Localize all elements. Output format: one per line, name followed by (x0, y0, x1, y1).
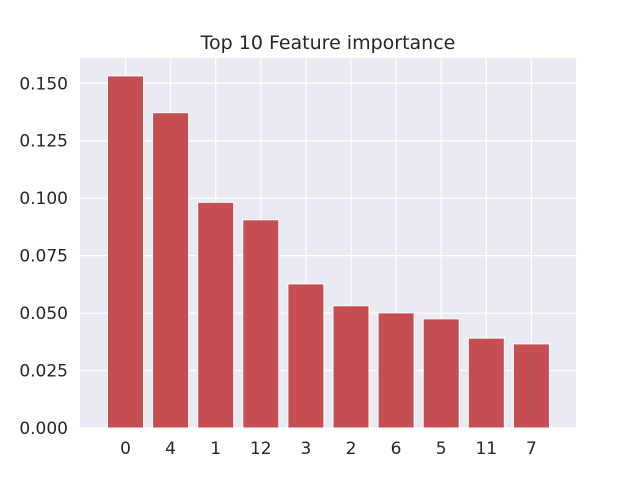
x-tick-label: 0 (120, 439, 131, 459)
x-tick-labels: 0 4 1 12 3 2 6 5 11 7 (120, 439, 537, 459)
x-tick-label: 12 (250, 439, 272, 459)
x-tick-label: 11 (475, 439, 497, 459)
y-tick-label: 0.000 (19, 419, 68, 439)
x-tick-label: 7 (526, 439, 537, 459)
bar-feature-2 (332, 305, 370, 429)
y-tick-label: 0.125 (19, 132, 68, 152)
x-tick-label: 2 (346, 439, 357, 459)
bar-feature-11 (467, 337, 505, 429)
bar-feature-3 (287, 283, 325, 429)
x-tick-label: 3 (300, 439, 311, 459)
bar-feature-1 (197, 201, 235, 429)
y-tick-label: 0.050 (19, 304, 68, 324)
bar-feature-5 (422, 318, 460, 429)
bar-feature-4 (152, 112, 190, 429)
y-tick-labels: 0.000 0.025 0.050 0.075 0.100 0.125 0.150 (19, 74, 68, 439)
x-tick-label: 4 (165, 439, 176, 459)
x-tick-label: 5 (436, 439, 447, 459)
bars (107, 75, 550, 429)
chart-title: Top 10 Feature importance (200, 32, 456, 54)
x-tick-label: 1 (210, 439, 221, 459)
y-tick-label: 0.025 (19, 362, 68, 382)
bar-feature-12 (242, 219, 280, 429)
y-tick-label: 0.150 (19, 74, 68, 94)
y-tick-label: 0.100 (19, 189, 68, 209)
bar-feature-7 (512, 343, 550, 429)
bar-feature-6 (377, 312, 415, 429)
x-tick-label: 6 (391, 439, 402, 459)
y-tick-label: 0.075 (19, 247, 68, 267)
bar-feature-0 (107, 75, 144, 429)
